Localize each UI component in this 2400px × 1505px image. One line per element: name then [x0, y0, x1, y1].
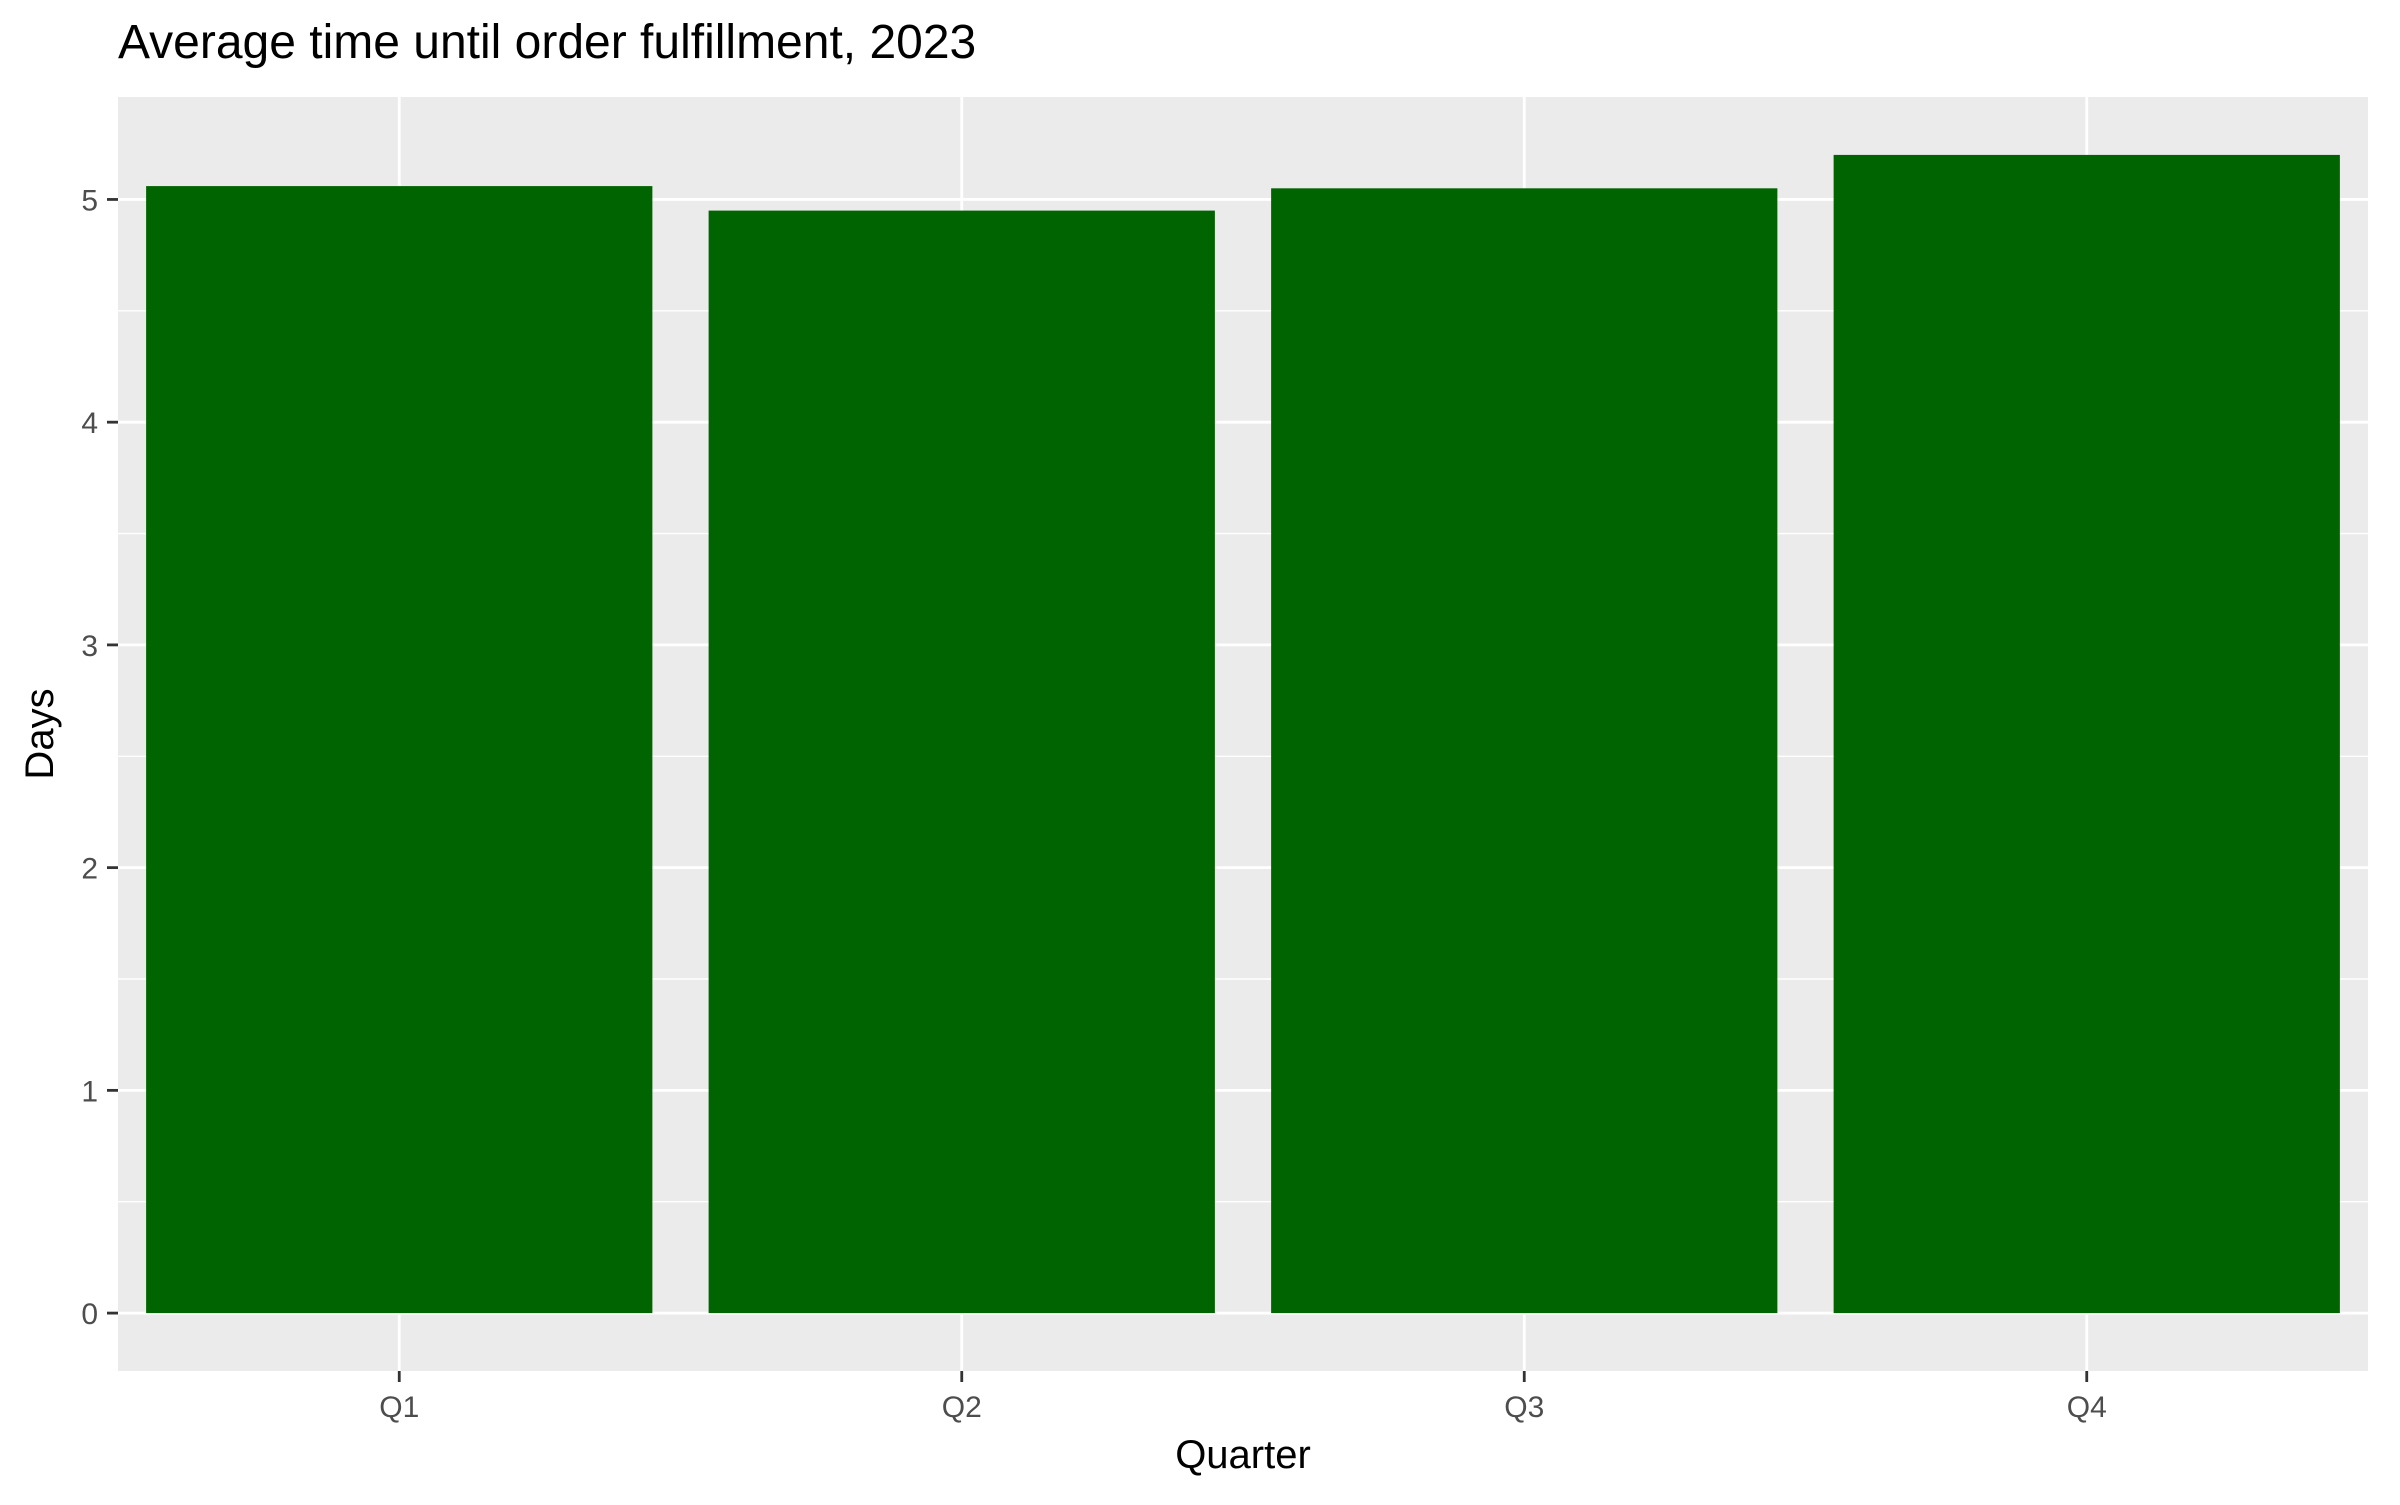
bar-q2: [708, 210, 1215, 1314]
bar-q1: [146, 186, 653, 1314]
x-tick-label: Q4: [2067, 1391, 2107, 1424]
chart-title: Average time until order fulfillment, 20…: [118, 16, 976, 69]
y-tick-label: 4: [81, 407, 98, 440]
x-axis: Q1 Q2 Q3 Q4: [379, 1371, 2107, 1424]
y-tick-label: 3: [81, 630, 98, 663]
y-tick-label: 2: [81, 853, 98, 886]
x-tick-label: Q2: [942, 1391, 982, 1424]
y-tick-label: 0: [81, 1298, 98, 1331]
x-tick-label: Q3: [1504, 1391, 1544, 1424]
y-axis-title: Days: [18, 688, 62, 779]
bar-q4: [1833, 154, 2340, 1314]
bar-q3: [1271, 188, 1778, 1314]
y-tick-label: 5: [81, 184, 98, 217]
x-axis-title: Quarter: [1175, 1433, 1311, 1477]
bars: [146, 154, 2340, 1314]
y-axis: 0 1 2 3 4 5: [81, 184, 118, 1331]
x-tick-label: Q1: [379, 1391, 419, 1424]
y-tick-label: 1: [81, 1075, 98, 1108]
